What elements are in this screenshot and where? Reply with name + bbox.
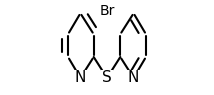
Text: N: N <box>75 70 86 85</box>
Text: Br: Br <box>99 4 115 18</box>
Text: N: N <box>128 70 139 85</box>
Text: S: S <box>102 70 112 85</box>
